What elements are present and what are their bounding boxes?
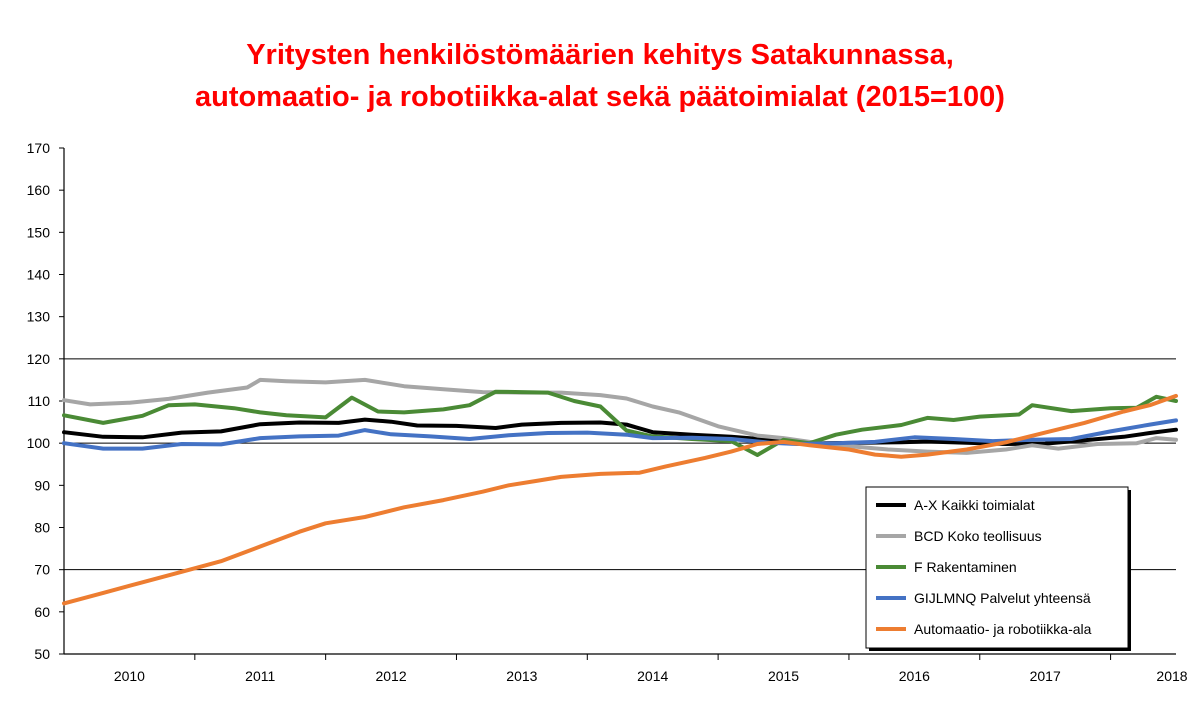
x-tick-label: 2011 (245, 668, 275, 684)
legend-label: Automaatio- ja robotiikka-ala (914, 621, 1092, 637)
y-tick-label: 90 (34, 477, 50, 493)
x-tick-label: 2016 (899, 668, 930, 684)
legend-label: F Rakentaminen (914, 559, 1017, 575)
chart-subtitle: automaatio- ja robotiikka-alat sekä päät… (195, 81, 1005, 113)
y-tick-label: 50 (34, 646, 50, 662)
x-tick-label: 2017 (1030, 668, 1061, 684)
series-line (62, 389, 1178, 457)
x-tick-label: 2013 (506, 668, 537, 684)
x-tick-label: 2010 (114, 668, 145, 684)
chart-title: Yritysten henkilöstömäärien kehitys Sata… (246, 39, 954, 71)
y-tick-label: 110 (28, 393, 51, 409)
x-tick-label: 2014 (637, 668, 668, 684)
series-line (62, 418, 1178, 451)
y-tick-label: 80 (34, 520, 50, 536)
y-tick-label: 70 (34, 562, 50, 578)
y-tick-label: 160 (27, 182, 51, 198)
x-tick-label: 2015 (768, 668, 799, 684)
y-tick-label: 130 (27, 309, 51, 325)
legend-label: GIJLMNQ Palvelut yhteensä (914, 590, 1091, 606)
y-tick-label: 100 (27, 435, 51, 451)
x-tick-label: 2018 (1156, 668, 1187, 684)
series-line (62, 377, 1178, 455)
y-tick-label: 60 (34, 604, 50, 620)
y-tick-label: 150 (27, 224, 51, 240)
y-tick-label: 120 (27, 351, 51, 367)
y-tick-label: 170 (27, 140, 51, 156)
legend-label: BCD Koko teollisuus (914, 528, 1042, 544)
legend-box (865, 486, 1129, 649)
x-tick-label: 2012 (375, 668, 406, 684)
y-tick-label: 140 (27, 267, 51, 283)
series-line (62, 393, 1178, 606)
legend-label: A-X Kaikki toimialat (914, 497, 1035, 513)
